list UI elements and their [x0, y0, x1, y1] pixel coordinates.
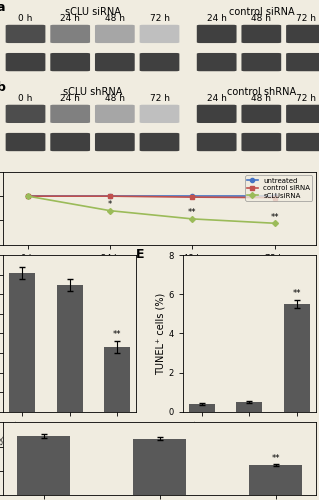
Text: 24 h: 24 h	[60, 14, 80, 23]
FancyBboxPatch shape	[50, 104, 90, 123]
Bar	[189, 404, 215, 411]
FancyBboxPatch shape	[197, 53, 236, 71]
FancyBboxPatch shape	[6, 25, 45, 43]
FancyBboxPatch shape	[6, 53, 45, 71]
Text: 72 h: 72 h	[150, 94, 169, 103]
Text: 24 h: 24 h	[207, 94, 226, 103]
Text: control shRNA: control shRNA	[227, 87, 296, 97]
Y-axis label: TUNEL⁺ cells (%): TUNEL⁺ cells (%)	[156, 292, 166, 374]
Text: 48 h: 48 h	[251, 14, 271, 23]
Text: *: *	[108, 200, 112, 209]
Bar	[57, 284, 83, 412]
FancyBboxPatch shape	[286, 53, 319, 71]
Text: control siRNA: control siRNA	[228, 8, 294, 18]
Text: a: a	[0, 1, 5, 14]
Text: **: **	[271, 454, 280, 462]
control siRNA	[26, 193, 30, 199]
Bar	[236, 402, 262, 411]
Bar	[133, 439, 186, 495]
Text: 24 h: 24 h	[60, 94, 80, 103]
FancyBboxPatch shape	[6, 133, 45, 151]
FancyBboxPatch shape	[241, 133, 281, 151]
Text: **: **	[113, 330, 122, 340]
Bar	[9, 273, 35, 411]
Line: untreated: untreated	[26, 194, 277, 198]
FancyBboxPatch shape	[140, 53, 179, 71]
Text: sCLU shRNA: sCLU shRNA	[63, 87, 122, 97]
Bar	[249, 465, 301, 495]
FancyBboxPatch shape	[286, 104, 319, 123]
Text: 48 h: 48 h	[105, 94, 125, 103]
control siRNA	[273, 194, 277, 200]
FancyBboxPatch shape	[197, 104, 236, 123]
sCLUsiRNA	[190, 216, 194, 222]
control siRNA	[190, 194, 194, 200]
Text: E: E	[136, 248, 145, 260]
FancyBboxPatch shape	[50, 53, 90, 71]
Text: 72 h: 72 h	[296, 94, 316, 103]
Text: **: **	[188, 208, 197, 218]
FancyBboxPatch shape	[286, 25, 319, 43]
FancyBboxPatch shape	[95, 53, 135, 71]
FancyBboxPatch shape	[197, 25, 236, 43]
FancyBboxPatch shape	[241, 25, 281, 43]
untreated	[26, 193, 30, 199]
sCLUsiRNA	[273, 220, 277, 226]
Text: b: b	[0, 81, 6, 94]
Bar	[104, 347, 130, 412]
Text: 48 h: 48 h	[251, 94, 271, 103]
Text: 72 h: 72 h	[296, 14, 316, 23]
FancyBboxPatch shape	[286, 133, 319, 151]
Text: **: **	[293, 290, 301, 298]
FancyBboxPatch shape	[140, 133, 179, 151]
FancyBboxPatch shape	[140, 104, 179, 123]
FancyBboxPatch shape	[50, 133, 90, 151]
untreated	[273, 193, 277, 199]
untreated	[108, 193, 112, 199]
Text: **: **	[271, 213, 279, 222]
sCLUsiRNA	[26, 193, 30, 199]
untreated	[190, 193, 194, 199]
control siRNA	[108, 193, 112, 199]
Text: 72 h: 72 h	[150, 14, 169, 23]
FancyBboxPatch shape	[241, 53, 281, 71]
Bar	[18, 436, 70, 495]
FancyBboxPatch shape	[6, 104, 45, 123]
sCLUsiRNA	[108, 208, 112, 214]
FancyBboxPatch shape	[140, 25, 179, 43]
Text: sCLU siRNA: sCLU siRNA	[64, 8, 121, 18]
Bar	[284, 304, 310, 412]
Legend: untreated, control siRNA, sCLUsiRNA: untreated, control siRNA, sCLUsiRNA	[245, 176, 312, 201]
Text: 48 h: 48 h	[105, 14, 125, 23]
FancyBboxPatch shape	[197, 133, 236, 151]
Text: 24 h: 24 h	[207, 14, 226, 23]
Text: 0 h: 0 h	[18, 14, 33, 23]
Line: control siRNA: control siRNA	[26, 194, 277, 200]
FancyBboxPatch shape	[95, 104, 135, 123]
FancyBboxPatch shape	[95, 133, 135, 151]
FancyBboxPatch shape	[241, 104, 281, 123]
Line: sCLUsiRNA: sCLUsiRNA	[26, 194, 277, 226]
FancyBboxPatch shape	[50, 25, 90, 43]
FancyBboxPatch shape	[95, 25, 135, 43]
Text: 0 h: 0 h	[18, 94, 33, 103]
